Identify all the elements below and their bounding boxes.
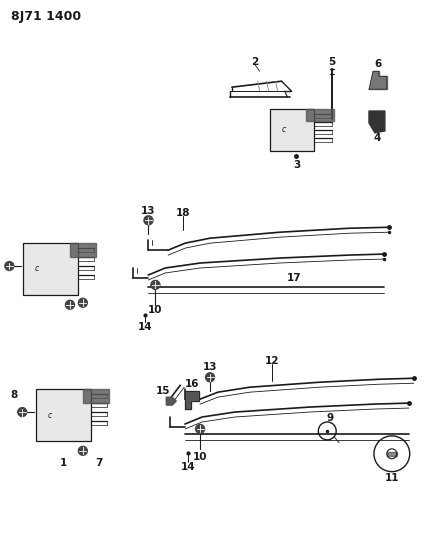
Text: c: c [282, 125, 285, 134]
Text: 13: 13 [141, 206, 156, 216]
Text: 14: 14 [181, 462, 196, 472]
Text: 15: 15 [156, 386, 171, 396]
Circle shape [18, 408, 27, 416]
Text: 12: 12 [265, 357, 279, 366]
Polygon shape [166, 397, 176, 405]
FancyBboxPatch shape [36, 389, 91, 441]
Text: 14: 14 [138, 321, 153, 332]
Polygon shape [70, 243, 96, 257]
Polygon shape [185, 391, 199, 409]
Text: 11: 11 [385, 473, 399, 482]
Circle shape [205, 373, 214, 382]
Polygon shape [83, 389, 109, 403]
Text: 8J71 1400: 8J71 1400 [11, 10, 81, 23]
Circle shape [5, 262, 14, 270]
Polygon shape [306, 109, 334, 121]
Polygon shape [387, 452, 397, 456]
Polygon shape [369, 71, 387, 89]
Circle shape [151, 280, 160, 289]
Text: 2: 2 [251, 58, 259, 67]
FancyBboxPatch shape [270, 109, 314, 151]
Circle shape [65, 300, 74, 309]
Text: 8: 8 [11, 390, 18, 400]
FancyBboxPatch shape [23, 243, 78, 295]
Circle shape [144, 216, 153, 225]
Text: 6: 6 [374, 59, 381, 69]
Text: c: c [35, 264, 39, 273]
Text: 17: 17 [287, 273, 302, 283]
Text: 10: 10 [193, 452, 207, 462]
Text: 18: 18 [176, 208, 190, 219]
Text: 3: 3 [293, 160, 300, 169]
Polygon shape [369, 111, 385, 133]
Text: 1: 1 [59, 458, 67, 468]
Text: 9: 9 [327, 413, 334, 423]
Text: 16: 16 [185, 379, 199, 389]
Text: 5: 5 [329, 58, 336, 67]
Text: 13: 13 [203, 362, 217, 373]
Circle shape [196, 424, 205, 433]
Text: 10: 10 [148, 305, 163, 314]
Text: c: c [48, 410, 52, 419]
Text: 4: 4 [373, 133, 380, 143]
Circle shape [78, 446, 87, 455]
Circle shape [78, 298, 87, 307]
Text: 7: 7 [95, 458, 102, 468]
